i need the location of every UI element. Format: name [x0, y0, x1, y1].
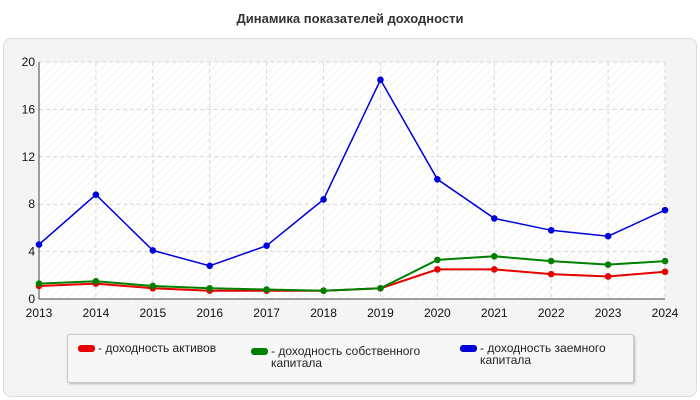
data-point-2 — [377, 76, 384, 84]
data-point-0 — [434, 266, 441, 273]
data-point-1 — [92, 277, 100, 285]
legend-swatch-debt — [460, 345, 477, 352]
x-tick-label: 2023 — [595, 306, 622, 320]
data-point-1 — [263, 286, 270, 293]
data-point-2 — [604, 232, 612, 240]
chart-title: Динамика показателей доходности — [236, 11, 464, 26]
data-point-1 — [490, 253, 498, 260]
data-point-1 — [661, 257, 669, 265]
data-point-2 — [35, 241, 43, 248]
data-point-1 — [320, 287, 327, 295]
y-tick-label: 16 — [22, 102, 36, 116]
x-tick-label: 2021 — [481, 306, 508, 320]
data-point-2 — [263, 242, 270, 249]
x-tick-label: 2024 — [652, 306, 679, 320]
data-point-2 — [661, 206, 669, 214]
data-point-1 — [206, 285, 214, 292]
x-tick-label: 2016 — [196, 306, 223, 320]
data-point-2 — [490, 215, 498, 222]
y-tick-label: 20 — [22, 55, 36, 69]
data-point-2 — [149, 247, 157, 254]
data-point-1 — [434, 256, 441, 264]
data-point-2 — [206, 262, 214, 270]
legend-swatch-equity — [251, 348, 268, 355]
y-tick-label: 4 — [28, 245, 35, 259]
legend-label-assets: - доходность активов — [98, 341, 217, 355]
plot-area — [39, 62, 665, 299]
legend-label-debt: - доходность заемного капитала — [480, 341, 606, 367]
x-tick-label: 2014 — [83, 306, 110, 320]
series-line-2 — [38, 78, 666, 267]
legend-item-equity: - доходность собственного капитала — [251, 345, 451, 369]
x-tick-label: 2019 — [367, 306, 394, 320]
data-point-1 — [149, 282, 157, 290]
x-tick-label: 2020 — [424, 306, 451, 320]
legend-item-debt: - доходность заемного капитала — [460, 342, 630, 366]
x-tick-label: 2015 — [139, 306, 166, 320]
x-tick-label: 2017 — [253, 306, 280, 320]
series-line-1 — [38, 255, 666, 292]
x-tick-label: 2013 — [26, 306, 53, 320]
data-point-0 — [604, 273, 612, 280]
data-point-0 — [547, 270, 555, 278]
legend-label-equity: - доходность собственного капитала — [271, 344, 421, 370]
x-tick-label: 2018 — [310, 306, 337, 320]
y-tick-label: 0 — [28, 292, 35, 306]
y-tick-label: 8 — [28, 197, 35, 211]
x-tick-label: 2022 — [538, 306, 565, 320]
legend-swatch-assets — [78, 345, 95, 352]
data-point-2 — [92, 191, 100, 199]
data-point-2 — [320, 196, 327, 203]
legend — [67, 334, 634, 383]
data-point-0 — [661, 268, 669, 276]
legend-item-assets: - доходность активов — [78, 342, 248, 354]
y-tick-label: 12 — [22, 150, 36, 164]
data-point-1 — [35, 280, 43, 287]
data-point-1 — [377, 285, 384, 292]
data-point-2 — [434, 176, 441, 183]
data-point-2 — [547, 226, 555, 234]
data-point-0 — [490, 266, 498, 273]
data-point-1 — [604, 261, 612, 268]
data-point-1 — [547, 257, 555, 265]
